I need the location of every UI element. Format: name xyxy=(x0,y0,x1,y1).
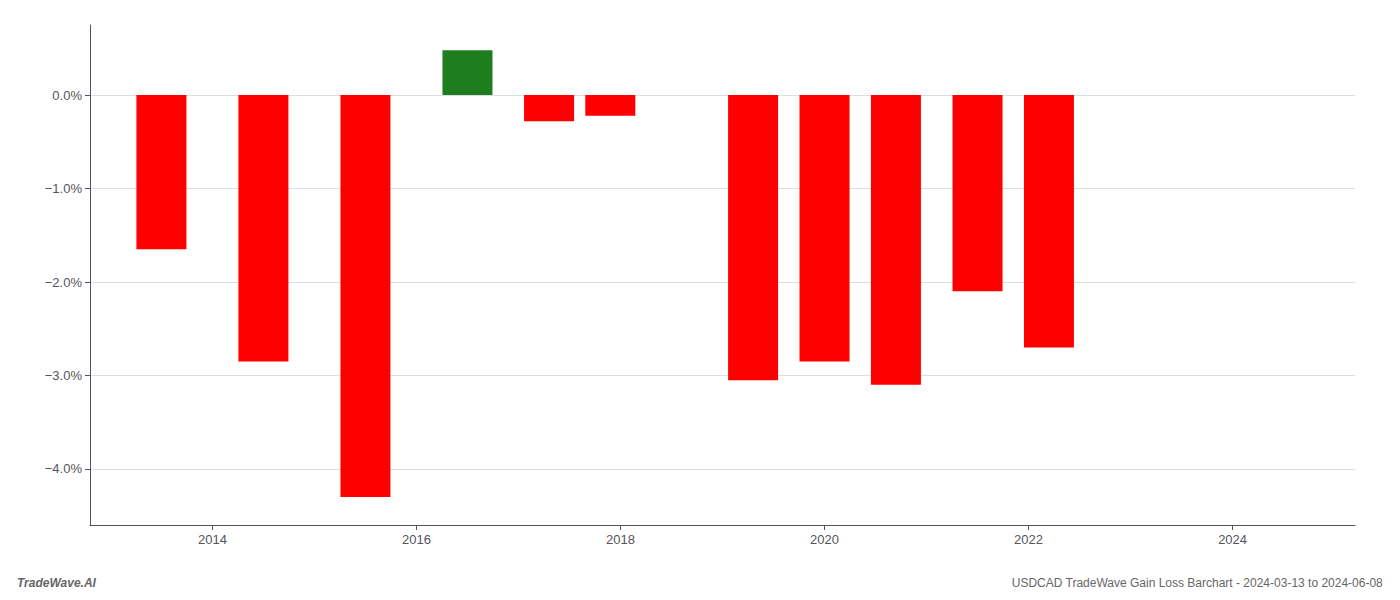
svg-text:−1.0%: −1.0% xyxy=(45,181,83,196)
svg-text:TradeWave.AI: TradeWave.AI xyxy=(17,576,97,590)
svg-text:2020: 2020 xyxy=(810,532,839,547)
svg-text:−3.0%: −3.0% xyxy=(45,368,83,383)
svg-text:0.0%: 0.0% xyxy=(52,88,82,103)
svg-text:2014: 2014 xyxy=(198,532,227,547)
svg-text:2024: 2024 xyxy=(1218,532,1247,547)
svg-text:2016: 2016 xyxy=(402,532,431,547)
svg-text:2022: 2022 xyxy=(1014,532,1043,547)
svg-text:2018: 2018 xyxy=(606,532,635,547)
svg-text:−4.0%: −4.0% xyxy=(45,461,83,476)
svg-text:−2.0%: −2.0% xyxy=(45,275,83,290)
svg-text:USDCAD TradeWave Gain Loss Bar: USDCAD TradeWave Gain Loss Barchart - 20… xyxy=(1012,576,1383,590)
